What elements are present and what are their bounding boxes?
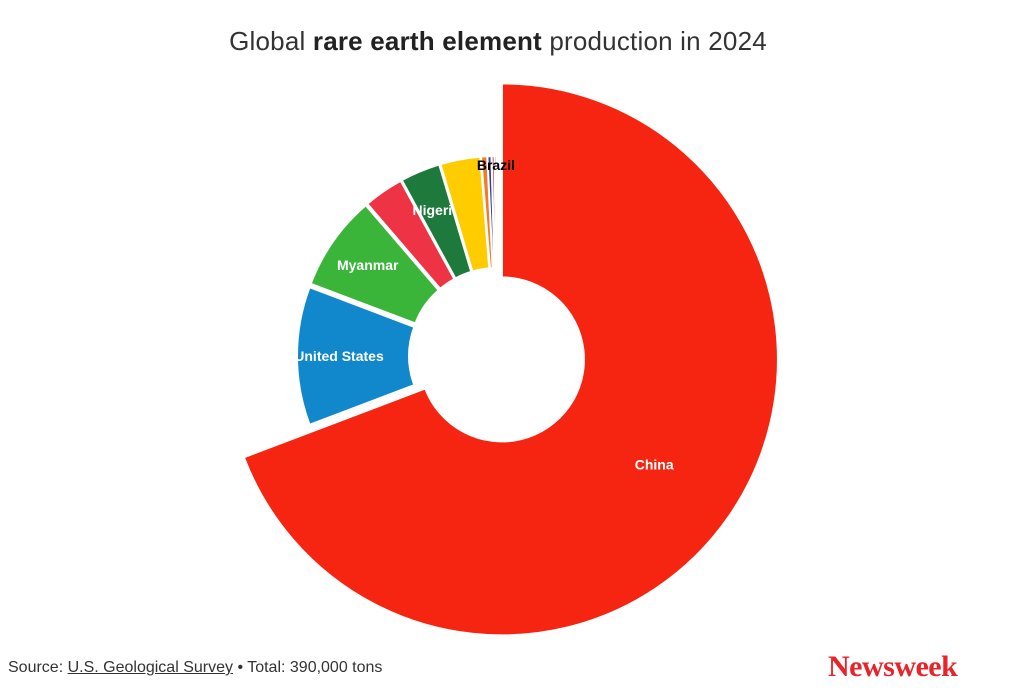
pie-slice — [493, 155, 498, 270]
title-suffix: production in 2024 — [541, 26, 767, 56]
slice-label: United States — [294, 348, 384, 364]
source-prefix: Source: — [8, 659, 68, 676]
pie-slice — [309, 204, 440, 325]
pie-slice — [242, 82, 779, 637]
slice-label: Brazil — [477, 157, 515, 173]
newsweek-logo: Newsweek — [828, 650, 958, 683]
source-link[interactable]: U.S. Geological Survey — [67, 659, 233, 676]
chart-title: Global rare earth element production in … — [0, 26, 996, 57]
pie-slice — [366, 179, 456, 290]
title-bold: rare earth element — [312, 26, 542, 56]
total-text: • Total: 390,000 tons — [233, 659, 383, 676]
slice-label: Nigeria — [413, 202, 461, 218]
slice-label: Myanmar — [337, 257, 399, 273]
pie-slice — [400, 163, 473, 280]
donut-chart: China United States Myanmar Nigeria Brazil — [242, 82, 779, 637]
slice-label: China — [635, 457, 674, 473]
title-prefix: Global — [229, 26, 313, 56]
pie-slice — [296, 286, 416, 426]
source-footer: Source: U.S. Geological Survey • Total: … — [8, 659, 382, 677]
